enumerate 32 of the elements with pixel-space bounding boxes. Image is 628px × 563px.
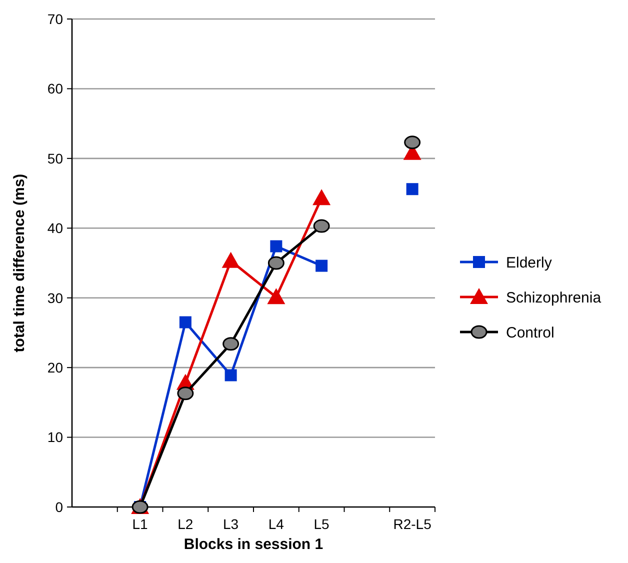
- point: [222, 337, 240, 351]
- y-tick-label: 60: [47, 80, 64, 97]
- y-tick-label: 0: [55, 498, 64, 515]
- legend-label: Control: [506, 324, 554, 342]
- point: [270, 240, 282, 252]
- y-tick-label: 50: [47, 150, 64, 166]
- x-tick-label: L3: [223, 516, 239, 532]
- x-tick-label: R2-L5: [393, 516, 432, 532]
- legend-label: Schizophrenia: [506, 289, 602, 306]
- point: [222, 252, 240, 268]
- x-tick-label: L1: [132, 516, 148, 532]
- y-tick-label: 20: [47, 359, 64, 376]
- point: [179, 316, 192, 328]
- x-tick-label: L4: [268, 516, 284, 532]
- y-tick-label: 10: [47, 429, 64, 446]
- y-tick-label: 40: [47, 220, 64, 236]
- point: [224, 369, 237, 382]
- x-axis-title: Blocks in session 1: [184, 536, 324, 553]
- point: [404, 136, 421, 150]
- point: [312, 189, 331, 206]
- y-tick-label: 70: [47, 10, 64, 27]
- x-tick-label: L5: [314, 516, 330, 532]
- point: [313, 219, 330, 233]
- point: [267, 288, 286, 304]
- point: [268, 256, 284, 270]
- y-tick-label: 30: [47, 290, 64, 306]
- point: [406, 183, 418, 196]
- y-axis-title: total time difference (ms): [11, 174, 28, 352]
- x-tick-label: L2: [178, 516, 194, 532]
- point: [316, 260, 328, 272]
- point: [177, 386, 194, 400]
- legend-label: Elderly: [506, 254, 552, 272]
